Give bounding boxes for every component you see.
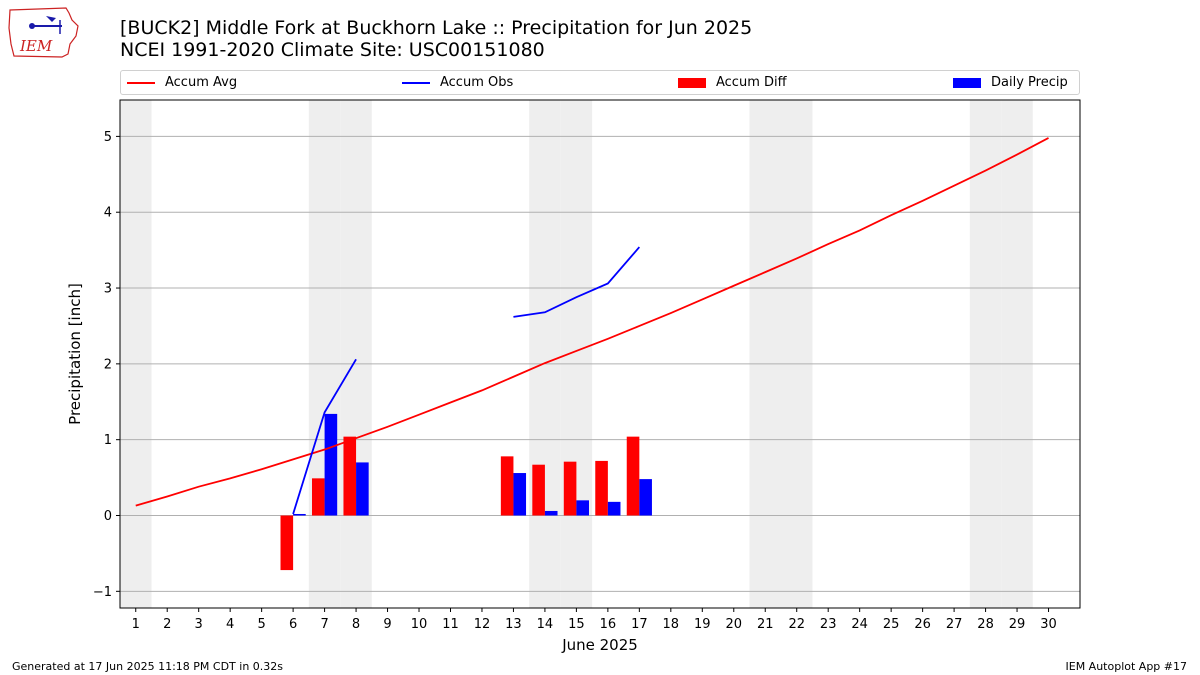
weekend-shade	[780, 100, 813, 608]
accum-diff-bar	[343, 436, 357, 516]
legend-item-daily-precip: Daily Precip	[953, 71, 1068, 94]
y-tick-label: 1	[104, 433, 112, 448]
x-tick-label: 19	[694, 617, 711, 632]
x-tick-label: 8	[352, 617, 360, 632]
legend-label-daily-precip: Daily Precip	[991, 75, 1068, 90]
app-footer: IEM Autoplot App #17	[1065, 660, 1188, 673]
accum-diff-bar	[280, 515, 294, 571]
daily-precip-bar	[513, 473, 527, 516]
x-tick-label: 23	[820, 617, 837, 632]
accum-diff-bar	[500, 456, 514, 516]
y-axis-label: Precipitation [inch]	[66, 283, 84, 425]
daily-precip-bar	[639, 479, 652, 516]
legend-swatch-accum-avg	[127, 81, 155, 84]
y-tick-label: −1	[93, 585, 112, 600]
x-tick-label: 1	[132, 617, 140, 632]
weekend-shade	[120, 100, 152, 608]
x-tick-label: 29	[1009, 617, 1026, 632]
x-tick-label: 16	[600, 617, 617, 632]
accum-diff-bar	[311, 478, 325, 516]
daily-precip-bar	[324, 413, 338, 516]
x-tick-label: 15	[568, 617, 585, 632]
accum-diff-bar	[626, 436, 640, 516]
x-tick-label: 27	[946, 617, 963, 632]
x-tick-label: 11	[442, 617, 459, 632]
accum-diff-bar	[563, 461, 577, 516]
x-axis-label: June 2025	[561, 636, 638, 654]
accum-diff-bar	[595, 460, 608, 516]
iem-logo: IEM	[8, 7, 79, 58]
daily-precip-bar	[607, 501, 621, 516]
legend-swatch-accum-diff	[678, 77, 706, 88]
legend-item-accum-avg: Accum Avg	[127, 71, 237, 94]
legend-swatch-daily-precip	[953, 77, 981, 88]
anemometer-icon	[29, 23, 35, 29]
daily-precip-bar	[544, 510, 558, 516]
x-tick-label: 2	[163, 617, 171, 632]
y-tick-label: 0	[104, 509, 112, 524]
legend-swatch-accum-obs	[402, 81, 430, 84]
chart-title: [BUCK2] Middle Fork at Buckhorn Lake :: …	[120, 17, 753, 39]
y-tick-label: 4	[104, 206, 112, 221]
x-tick-label: 24	[851, 617, 868, 632]
x-tick-label: 10	[411, 617, 428, 632]
x-tick-label: 17	[631, 617, 648, 632]
plot-frame	[119, 99, 1081, 609]
x-tick-label: 22	[788, 617, 805, 632]
x-tick-label: 6	[289, 617, 297, 632]
iem-logo-text: IEM	[19, 37, 53, 55]
weekend-shade	[308, 100, 341, 608]
x-tick-label: 20	[725, 617, 742, 632]
x-tick-label: 28	[977, 617, 994, 632]
y-tick-label: 2	[104, 357, 112, 372]
chart-subtitle: NCEI 1991-2020 Climate Site: USC00151080	[120, 39, 545, 61]
weekend-shade	[560, 100, 593, 608]
daily-precip-bar	[293, 513, 306, 516]
accum-obs-line	[513, 246, 641, 318]
legend-label-accum-obs: Accum Obs	[440, 75, 514, 90]
weekend-shade	[1001, 100, 1033, 608]
x-tick-label: 25	[883, 617, 900, 632]
generated-footer: Generated at 17 Jun 2025 11:18 PM CDT in…	[12, 660, 284, 673]
y-tick-label: 5	[104, 130, 112, 145]
x-tick-label: 30	[1040, 617, 1057, 632]
legend-label-accum-diff: Accum Diff	[716, 75, 787, 90]
daily-precip-bar	[356, 462, 369, 516]
legend: Accum Avg Accum Obs Accum Diff Daily Pre…	[120, 70, 1080, 95]
weekend-shade	[529, 100, 561, 608]
x-tick-label: 13	[505, 617, 522, 632]
legend-item-accum-diff: Accum Diff	[678, 71, 787, 94]
accum-diff-bar	[532, 464, 545, 516]
accum-avg-line	[135, 137, 1049, 507]
x-tick-label: 14	[537, 617, 554, 632]
x-tick-label: 9	[383, 617, 391, 632]
accum-obs-line	[292, 358, 357, 515]
weekend-shade	[340, 100, 372, 608]
y-tick-label: 3	[104, 282, 112, 297]
x-tick-label: 3	[195, 617, 203, 632]
legend-label-accum-avg: Accum Avg	[165, 75, 238, 90]
x-tick-label: 21	[757, 617, 774, 632]
weekend-shade	[749, 100, 781, 608]
daily-precip-bar	[576, 500, 589, 516]
x-tick-label: 7	[320, 617, 328, 632]
x-tick-label: 5	[257, 617, 265, 632]
x-tick-label: 4	[226, 617, 234, 632]
x-tick-label: 12	[474, 617, 491, 632]
legend-item-accum-obs: Accum Obs	[402, 71, 513, 94]
x-tick-label: 18	[663, 617, 680, 632]
weekend-shade	[969, 100, 1002, 608]
x-tick-label: 26	[914, 617, 931, 632]
